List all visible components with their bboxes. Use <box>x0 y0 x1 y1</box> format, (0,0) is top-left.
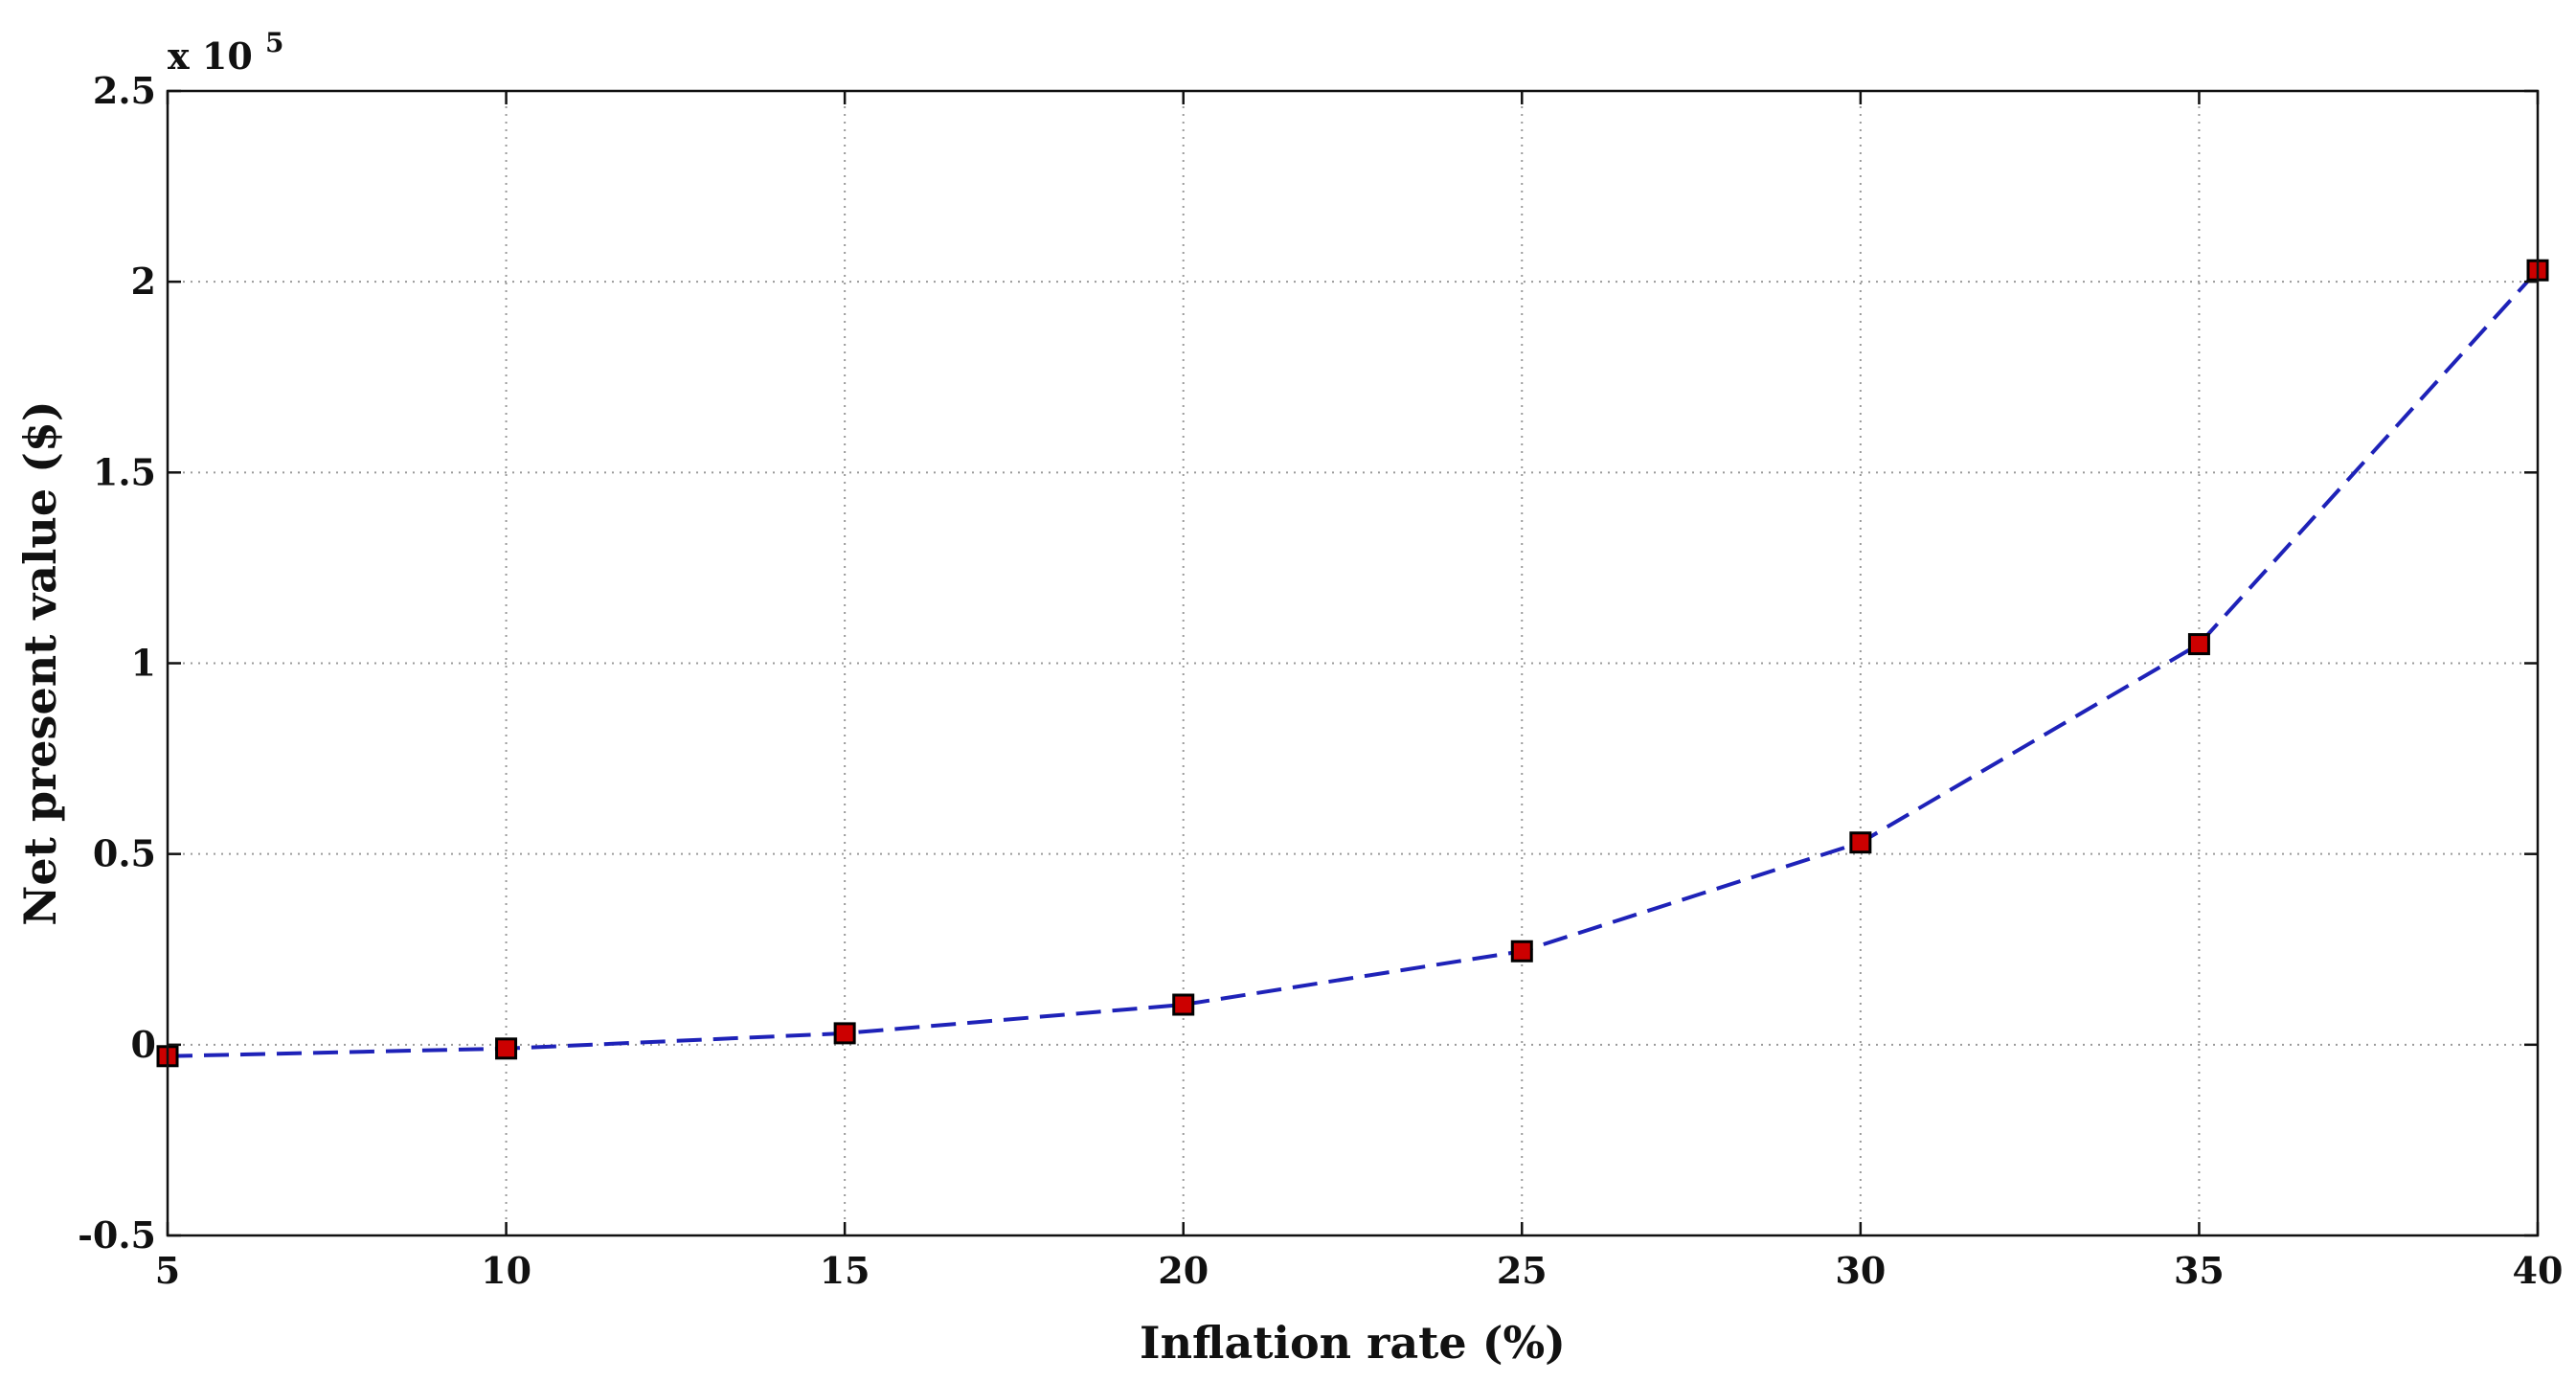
grid-layer <box>168 91 2538 1235</box>
data-point-marker <box>1510 940 1533 963</box>
x-tick-label: 25 <box>1497 1249 1548 1292</box>
y-tick-label: 0 <box>131 1023 156 1066</box>
y-tick-label: -0.5 <box>78 1213 156 1257</box>
y-tick-label: 2.5 <box>93 69 156 112</box>
series-line <box>167 268 2540 1058</box>
x-axis-label: Inflation rate (%) <box>1140 1317 1566 1369</box>
x-tick-label: 15 <box>820 1249 870 1292</box>
tick-layer <box>166 89 2540 1237</box>
x-axis-tick-labels: 5 10 15 20 25 30 35 40 <box>155 1249 2564 1292</box>
data-point-marker <box>2187 633 2210 656</box>
y-axis-multiplier-base: x 10 <box>168 34 253 78</box>
plot-area-frame <box>166 89 2540 1237</box>
series-layer <box>156 259 2549 1068</box>
x-tick-label: 5 <box>155 1249 180 1292</box>
data-point-marker <box>495 1037 518 1060</box>
y-axis-multiplier: x 10 5 <box>168 27 283 78</box>
y-tick-label: 1 <box>131 642 156 685</box>
data-point-marker <box>833 1022 856 1045</box>
data-point-marker <box>1849 831 1872 854</box>
x-tick-label: 35 <box>2174 1249 2225 1292</box>
x-tick-label: 30 <box>1835 1249 1886 1292</box>
y-axis-multiplier-exponent: 5 <box>265 27 283 58</box>
x-tick-label: 40 <box>2513 1249 2564 1292</box>
x-tick-label: 20 <box>1158 1249 1209 1292</box>
y-tick-label: 2 <box>131 260 156 303</box>
y-tick-label: 0.5 <box>93 832 156 875</box>
y-axis-label: Net present value ($) <box>14 400 66 925</box>
y-tick-label: 1.5 <box>93 450 156 493</box>
x-tick-label: 10 <box>481 1249 531 1292</box>
data-point-marker <box>1172 993 1195 1016</box>
y-axis-tick-labels: -0.5 0 0.5 1 1.5 2 2.5 <box>78 69 156 1257</box>
